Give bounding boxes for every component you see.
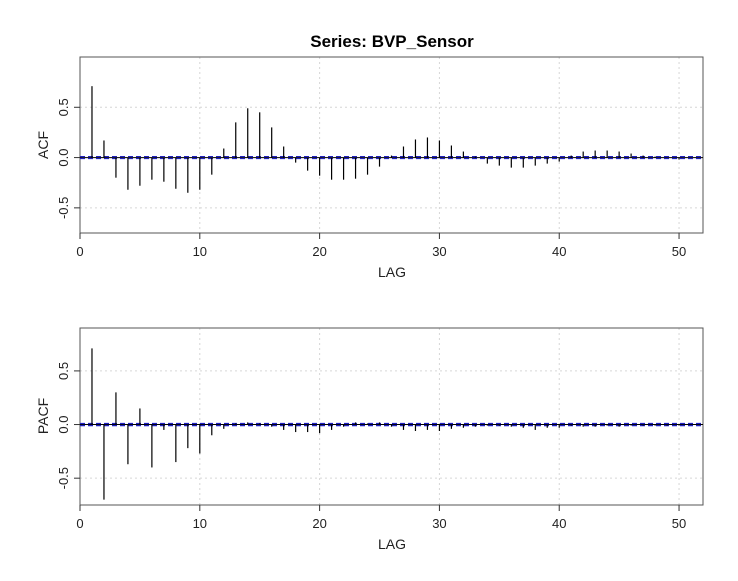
pacf-y-axis-label: PACF (35, 398, 51, 434)
acf-y-tick-label: 0.5 (56, 98, 71, 116)
pacf-x-tick-label: 0 (76, 516, 83, 531)
pacf-x-tick-label: 20 (312, 516, 326, 531)
acf-plot-frame (79, 56, 704, 234)
pacf-x-tick-label: 10 (193, 516, 207, 531)
pacf-x-tick-label: 30 (432, 516, 446, 531)
acf-x-tick-label: 0 (76, 244, 83, 259)
acf-y-tick-label: -0.5 (56, 197, 71, 219)
pacf-y-tick-label: 0.5 (56, 362, 71, 380)
acf-x-tick-label: 10 (193, 244, 207, 259)
chart-title: Series: BVP_Sensor (310, 32, 474, 51)
acf-y-tick-label: 0.0 (56, 149, 71, 167)
acf-x-tick-label: 50 (672, 244, 686, 259)
pacf-x-axis-label: LAG (378, 536, 406, 552)
pacf-x-tick-label: 40 (552, 516, 566, 531)
acf-x-tick-label: 20 (312, 244, 326, 259)
pacf-y-tick-label: -0.5 (56, 467, 71, 489)
acf-x-tick-label: 40 (552, 244, 566, 259)
pacf-x-tick-label: 50 (672, 516, 686, 531)
pacf-plot-frame (79, 327, 704, 506)
acf-x-tick-label: 30 (432, 244, 446, 259)
acf-x-axis-label: LAG (378, 264, 406, 280)
acf-y-axis-label: ACF (35, 131, 51, 159)
acf-panel: 0 10 20 30 40 50 -0.5 0.0 0.5 (56, 56, 704, 259)
pacf-y-tick-label: 0.0 (56, 416, 71, 434)
pacf-panel: 0 10 20 30 40 50 -0.5 0.0 0.5 (56, 327, 704, 531)
